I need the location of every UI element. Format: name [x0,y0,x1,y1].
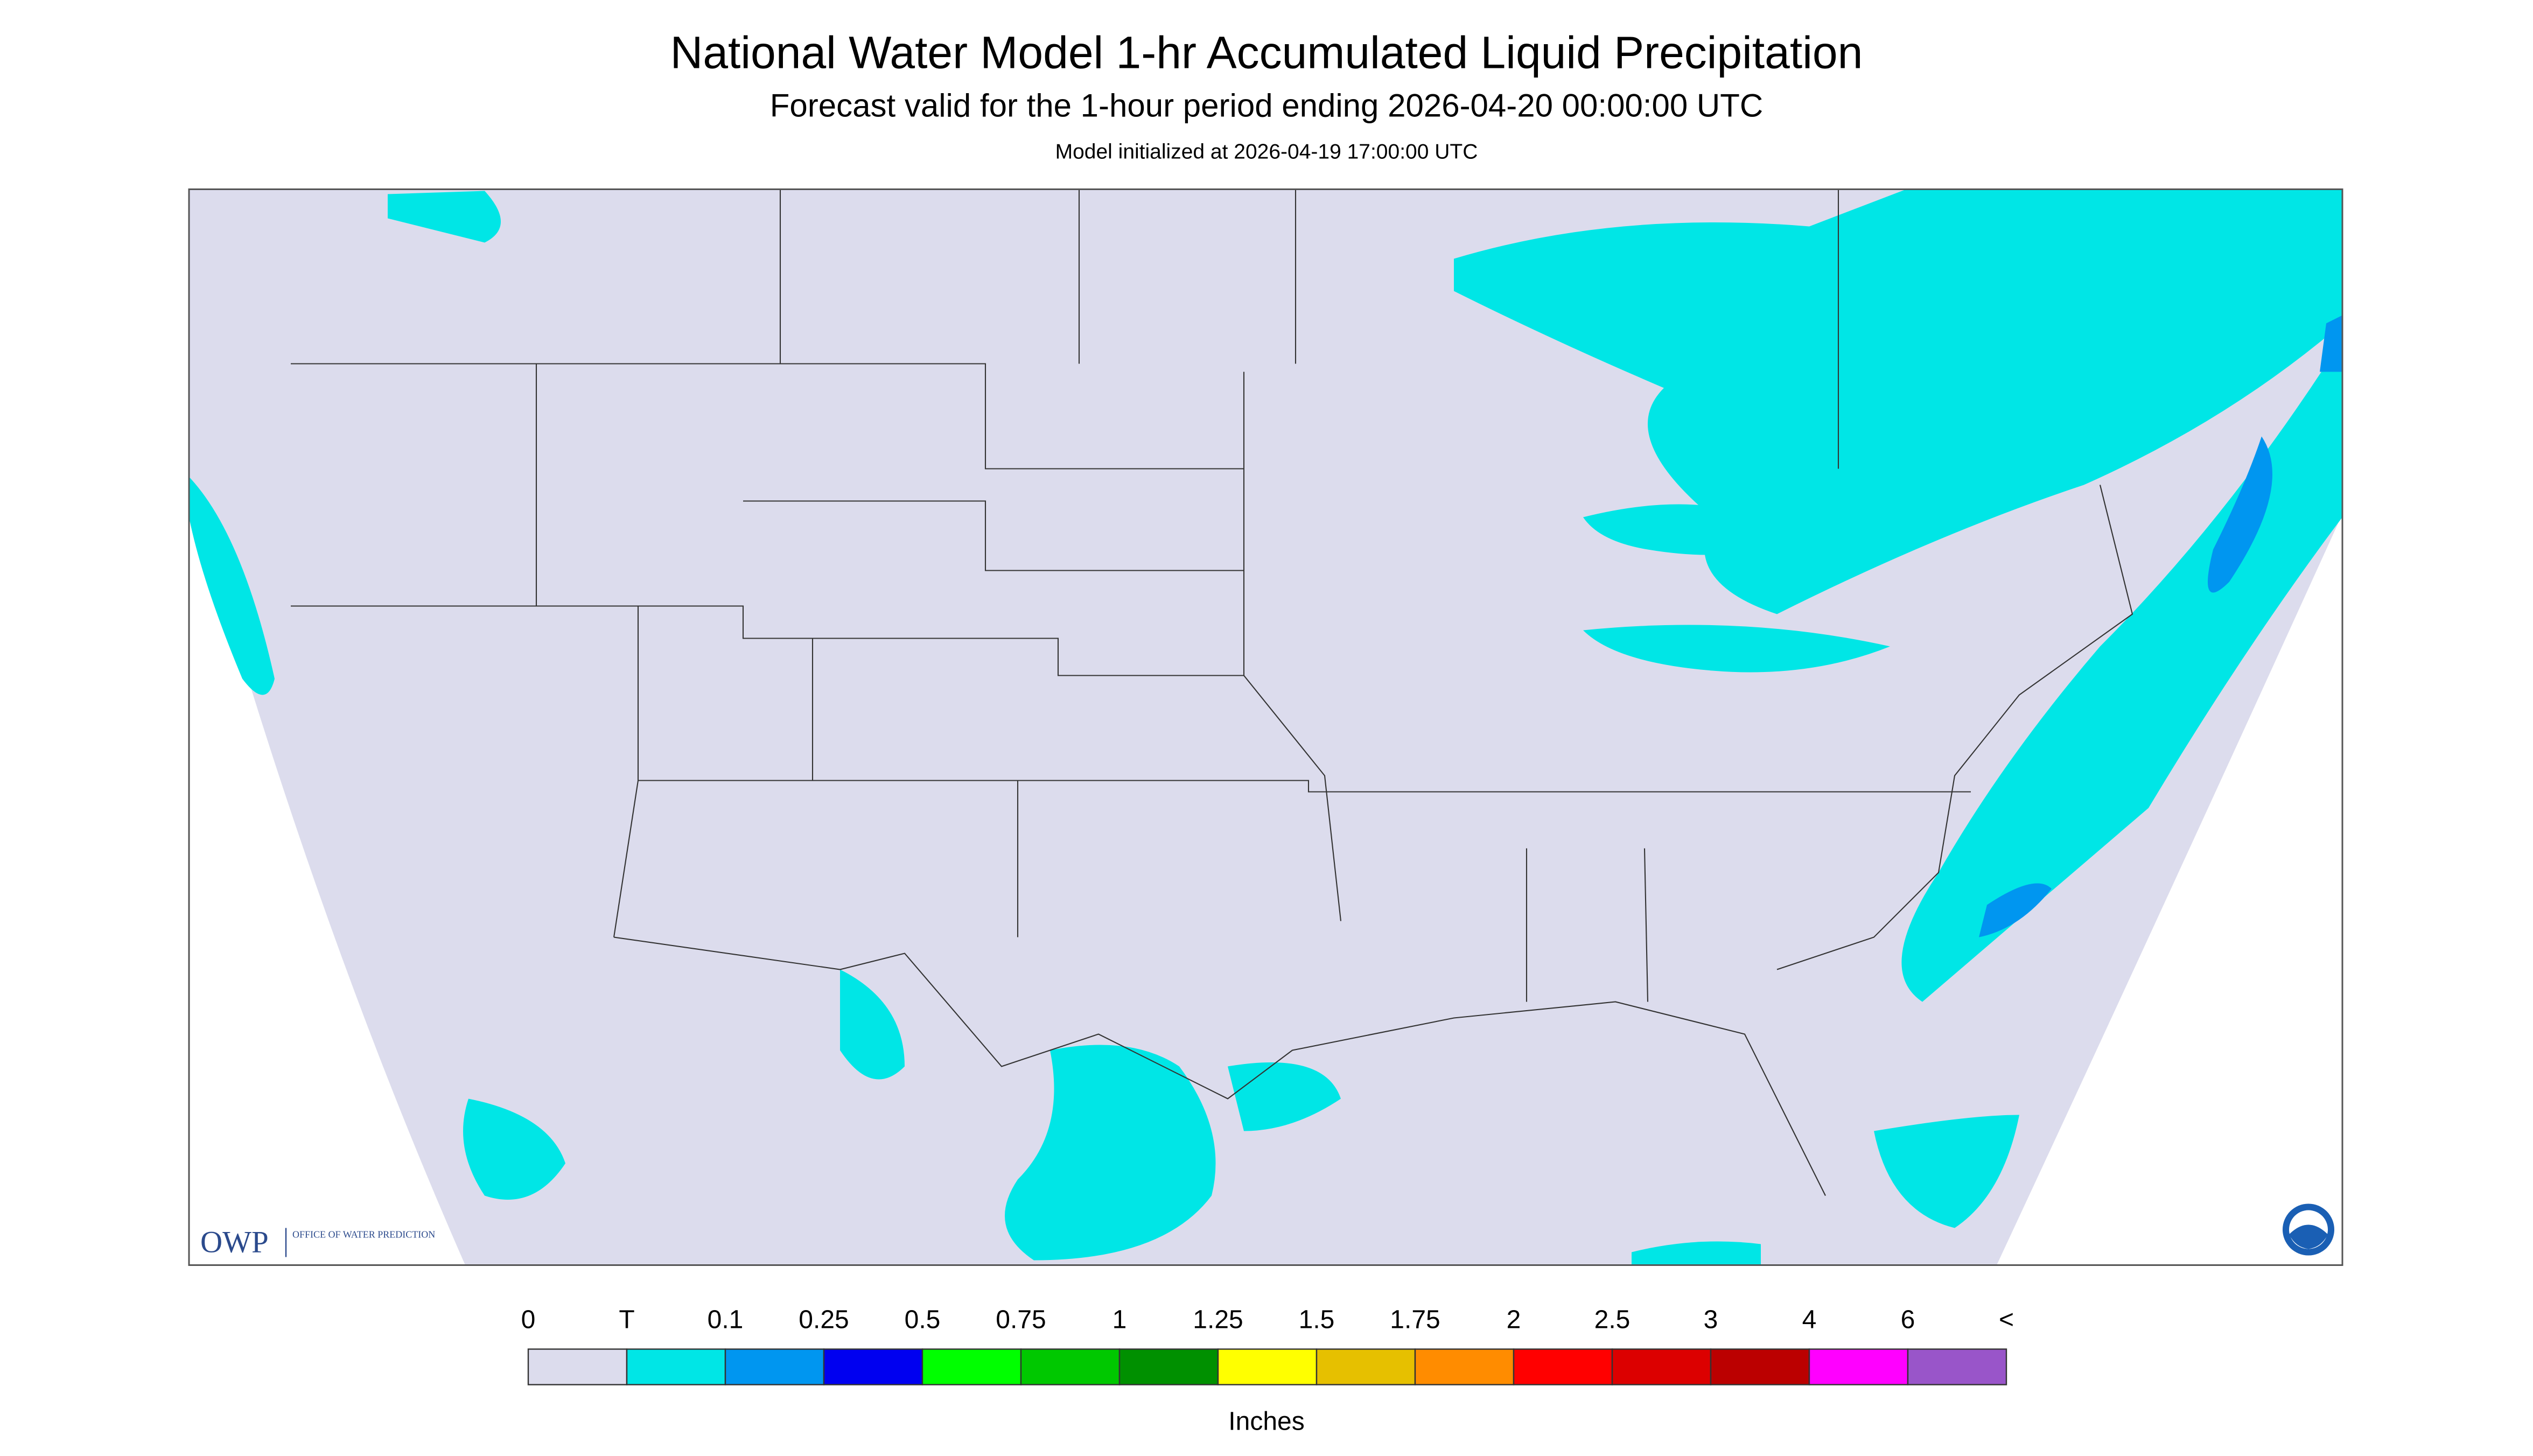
legend-label: 6 [1901,1306,1915,1334]
boundaries [291,189,2133,1196]
owp-logo-text: OFFICE OF WATER PREDICTION [292,1229,435,1240]
legend-label: 3 [1704,1306,1718,1334]
legend-label: 1 [1112,1306,1127,1334]
legend-label: T [619,1306,634,1334]
legend-swatch [1808,1348,1909,1385]
legend-label: 0.5 [905,1306,941,1334]
legend-label: 0.25 [799,1306,849,1334]
legend-swatch [1217,1348,1318,1385]
legend-units: Inches [1228,1408,1304,1436]
legend-swatch [626,1348,726,1385]
legend-swatch [1710,1348,1810,1385]
legend-swatch [527,1348,628,1385]
precipitation [189,189,2342,1265]
legend-label: 0 [521,1306,536,1334]
legend-label: 2.5 [1594,1306,1631,1334]
init-note: Model initialized at 2026-04-19 17:00:00… [1055,141,1478,164]
map-frame [188,188,2343,1266]
subtitle: Forecast valid for the 1-hour period end… [770,88,1763,124]
title: National Water Model 1-hr Accumulated Li… [670,27,1863,78]
legend-label: 1.25 [1193,1306,1243,1334]
map: OWP OFFICE OF WATER PREDICTION [188,188,2343,1266]
legend-label: 1.5 [1299,1306,1335,1334]
legend-label: 0.75 [996,1306,1046,1334]
legend: 0 T 0.1 0.25 0.5 0.75 1 1.25 1.5 1.75 2 2.5 3 4 6 < [521,1306,2014,1385]
legend-swatch [921,1348,1022,1385]
legend-swatch [1907,1348,2007,1385]
legend-label: 0.1 [708,1306,744,1334]
legend-swatch [1020,1348,1121,1385]
legend-label: 4 [1802,1306,1817,1334]
legend-label: 2 [1507,1306,1521,1334]
noaa-logo [2283,1203,2334,1256]
legend-swatch [1611,1348,1712,1385]
legend-swatch [1316,1348,1416,1385]
owp-logo: OWP [200,1226,269,1259]
legend-swatch [823,1348,923,1385]
legend-swatch [1118,1348,1219,1385]
legend-label: 1.75 [1390,1306,1440,1334]
legend-swatch [724,1348,825,1385]
legend-swatch [1513,1348,1613,1385]
legend-label: < [1999,1306,2014,1334]
legend-swatch [1414,1348,1515,1385]
